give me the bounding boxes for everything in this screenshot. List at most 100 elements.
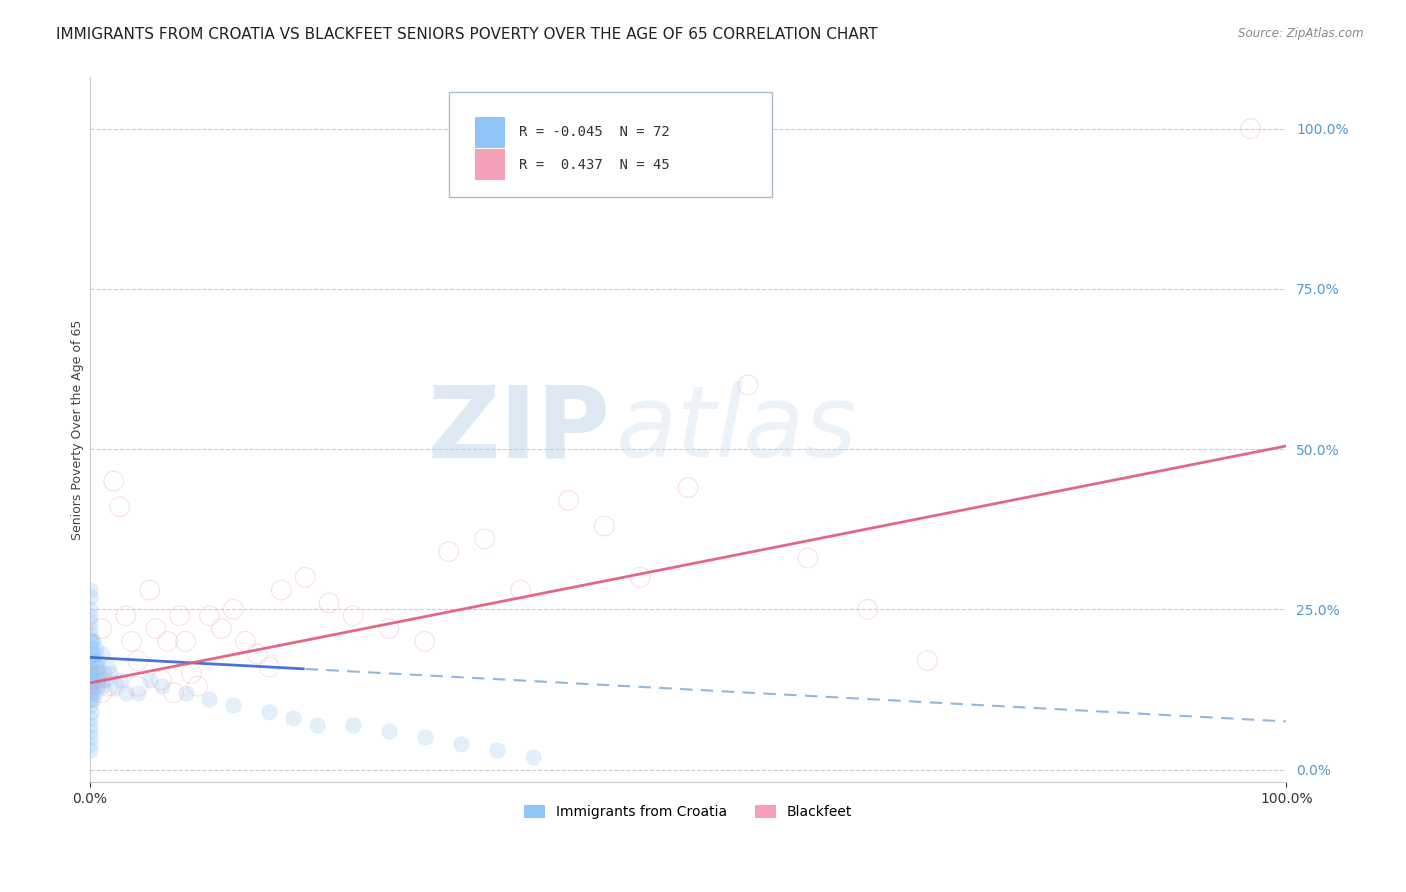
Point	[79, 717, 101, 731]
Point	[198, 608, 221, 623]
Point	[80, 705, 103, 719]
Point	[90, 622, 112, 636]
Point	[86, 673, 108, 687]
Point	[82, 634, 104, 648]
Point	[378, 622, 401, 636]
Point	[283, 711, 305, 725]
Point	[79, 615, 101, 629]
Point	[84, 640, 107, 655]
Y-axis label: Seniors Poverty Over the Age of 65: Seniors Poverty Over the Age of 65	[72, 319, 84, 540]
Text: ZIP: ZIP	[427, 382, 610, 478]
Point	[342, 717, 364, 731]
Point	[79, 602, 101, 616]
Point	[82, 692, 104, 706]
Point	[83, 685, 105, 699]
Point	[87, 660, 110, 674]
Point	[474, 532, 496, 546]
Point	[593, 519, 616, 533]
Point	[90, 647, 112, 661]
Point	[737, 378, 759, 392]
Point	[174, 685, 197, 699]
Point	[80, 640, 103, 655]
Point	[82, 654, 104, 668]
Point	[127, 679, 149, 693]
Point	[79, 724, 101, 739]
Point	[79, 731, 101, 745]
Bar	[475, 117, 505, 148]
Point	[121, 634, 143, 648]
Text: atlas: atlas	[616, 382, 858, 478]
Point	[79, 583, 101, 598]
Point	[82, 673, 104, 687]
Point	[93, 666, 115, 681]
Bar	[475, 149, 505, 180]
Point	[856, 602, 879, 616]
Point	[79, 608, 101, 623]
Point	[162, 685, 184, 699]
Point	[87, 679, 110, 693]
Point	[84, 673, 107, 687]
Point	[79, 673, 101, 687]
Point	[150, 679, 173, 693]
Point	[86, 654, 108, 668]
FancyBboxPatch shape	[449, 92, 772, 197]
Point	[79, 737, 101, 751]
Point	[222, 602, 245, 616]
Point	[485, 743, 508, 757]
Point	[79, 698, 101, 713]
Point	[83, 647, 105, 661]
Point	[318, 596, 340, 610]
Point	[84, 660, 107, 674]
Point	[84, 679, 107, 693]
Point	[127, 654, 149, 668]
Point	[79, 685, 101, 699]
Point	[222, 698, 245, 713]
Point	[89, 666, 111, 681]
Point	[79, 622, 101, 636]
Point	[186, 679, 208, 693]
Point	[145, 622, 167, 636]
Point	[509, 583, 531, 598]
Point	[138, 673, 160, 687]
Point	[79, 673, 101, 687]
Point	[156, 634, 179, 648]
Point	[103, 679, 125, 693]
Point	[90, 679, 112, 693]
Point	[79, 666, 101, 681]
Point	[413, 731, 436, 745]
Point	[342, 608, 364, 623]
Point	[174, 634, 197, 648]
Point	[209, 622, 232, 636]
Point	[259, 660, 281, 674]
Point	[235, 634, 257, 648]
Point	[79, 660, 101, 674]
Point	[114, 685, 136, 699]
Point	[127, 685, 149, 699]
Point	[259, 705, 281, 719]
Point	[307, 717, 329, 731]
Point	[676, 481, 699, 495]
Point	[557, 493, 579, 508]
Point	[83, 666, 105, 681]
Point	[270, 583, 292, 598]
Point	[79, 590, 101, 604]
Text: R =  0.437  N = 45: R = 0.437 N = 45	[519, 158, 671, 171]
Point	[138, 583, 160, 598]
Point	[198, 692, 221, 706]
Point	[917, 654, 939, 668]
Point	[103, 474, 125, 488]
Point	[80, 666, 103, 681]
Point	[90, 685, 112, 699]
Point	[94, 673, 117, 687]
Point	[114, 608, 136, 623]
Point	[522, 749, 544, 764]
Point	[79, 743, 101, 757]
Point	[294, 570, 316, 584]
Point	[108, 500, 131, 514]
Point	[79, 628, 101, 642]
Point	[413, 634, 436, 648]
Point	[150, 673, 173, 687]
Point	[437, 544, 460, 558]
Point	[450, 737, 472, 751]
Point	[180, 666, 202, 681]
